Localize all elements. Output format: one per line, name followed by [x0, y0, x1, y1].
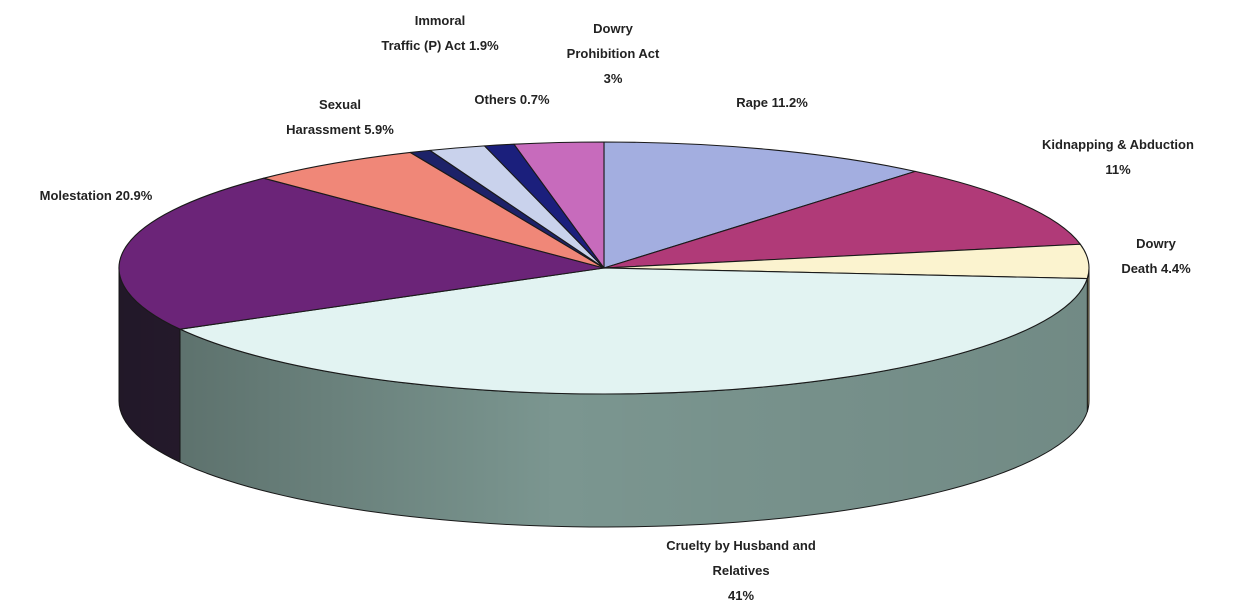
pie-slice-rape	[603, 141, 916, 269]
pie-label-rape: Rape 11.2%	[736, 95, 808, 110]
pie-slice-molestation	[118, 177, 605, 330]
pie-top-group	[118, 141, 1090, 395]
pie-label-molestation: Molestation 20.9%	[40, 188, 153, 203]
pie-label-group: Rape 11.2% Kidnapping & Abduction 11% Dowry…	[40, 13, 1194, 603]
pie-slice-sexual-harassment	[263, 151, 605, 269]
pie-slice-dowry-prohibition-act	[513, 141, 605, 269]
pie-slice-kidnapping-abduction	[603, 170, 1081, 269]
pie-side-group	[118, 267, 1090, 528]
pie-side-shading	[119, 268, 1089, 527]
pie-label-cruelty-by-husband-and-relatives: Cruelty by Husband and Relatives 41%	[666, 538, 816, 603]
pie-label-dowry-death: Dowry Death 4.4%	[1121, 236, 1191, 276]
pie-label-sexual-harassment: Sexual Harassment 5.9%	[286, 97, 394, 137]
pie-label-dowry-prohibition-act: Dowry Prohibition Act 3%	[567, 21, 660, 86]
pie-label-others: Others 0.7%	[474, 92, 550, 107]
pie-label-kidnapping-abduction: Kidnapping & Abduction 11%	[1042, 137, 1194, 177]
pie-slice-cruelty-by-husband-and-relatives	[179, 267, 1088, 395]
pie-label-immoral-traffic-p-act: Immoral Traffic (P) Act 1.9%	[381, 13, 499, 53]
